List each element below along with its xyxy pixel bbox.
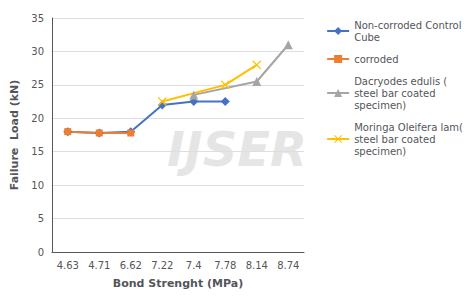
svg-text:8.14: 8.14 xyxy=(246,260,268,271)
svg-text:Moringa Oleifera lam(: Moringa Oleifera lam( xyxy=(354,122,463,133)
svg-text:Cube: Cube xyxy=(354,32,380,43)
svg-text:4.63: 4.63 xyxy=(57,260,79,271)
svg-text:4.71: 4.71 xyxy=(88,260,110,271)
svg-text:steel bar coated: steel bar coated xyxy=(354,134,435,145)
svg-text:20: 20 xyxy=(31,113,44,124)
svg-text:6.62: 6.62 xyxy=(120,260,142,271)
svg-text:IJSER: IJSER xyxy=(167,121,307,177)
svg-text:Failure Load (kN): Failure Load (kN) xyxy=(8,80,21,190)
svg-text:7.22: 7.22 xyxy=(151,260,173,271)
svg-text:25: 25 xyxy=(31,79,44,90)
svg-text:Bond Strenght (MPa): Bond Strenght (MPa) xyxy=(113,277,243,290)
svg-text:30: 30 xyxy=(31,46,44,57)
svg-text:15: 15 xyxy=(31,146,44,157)
svg-text:0: 0 xyxy=(38,247,44,258)
svg-text:5: 5 xyxy=(38,213,44,224)
svg-text:10: 10 xyxy=(31,180,44,191)
svg-text:corroded: corroded xyxy=(354,54,398,65)
svg-text:35: 35 xyxy=(31,13,44,24)
svg-text:specimen): specimen) xyxy=(354,146,406,157)
svg-text:Dacryodes edulis (: Dacryodes edulis ( xyxy=(354,76,447,87)
svg-text:specimen): specimen) xyxy=(354,100,406,111)
svg-text:7.78: 7.78 xyxy=(214,260,236,271)
svg-text:8.74: 8.74 xyxy=(277,260,299,271)
svg-text:7.4: 7.4 xyxy=(186,260,202,271)
svg-text:Non-corroded Control: Non-corroded Control xyxy=(354,20,461,31)
svg-text:steel bar coated: steel bar coated xyxy=(354,88,435,99)
